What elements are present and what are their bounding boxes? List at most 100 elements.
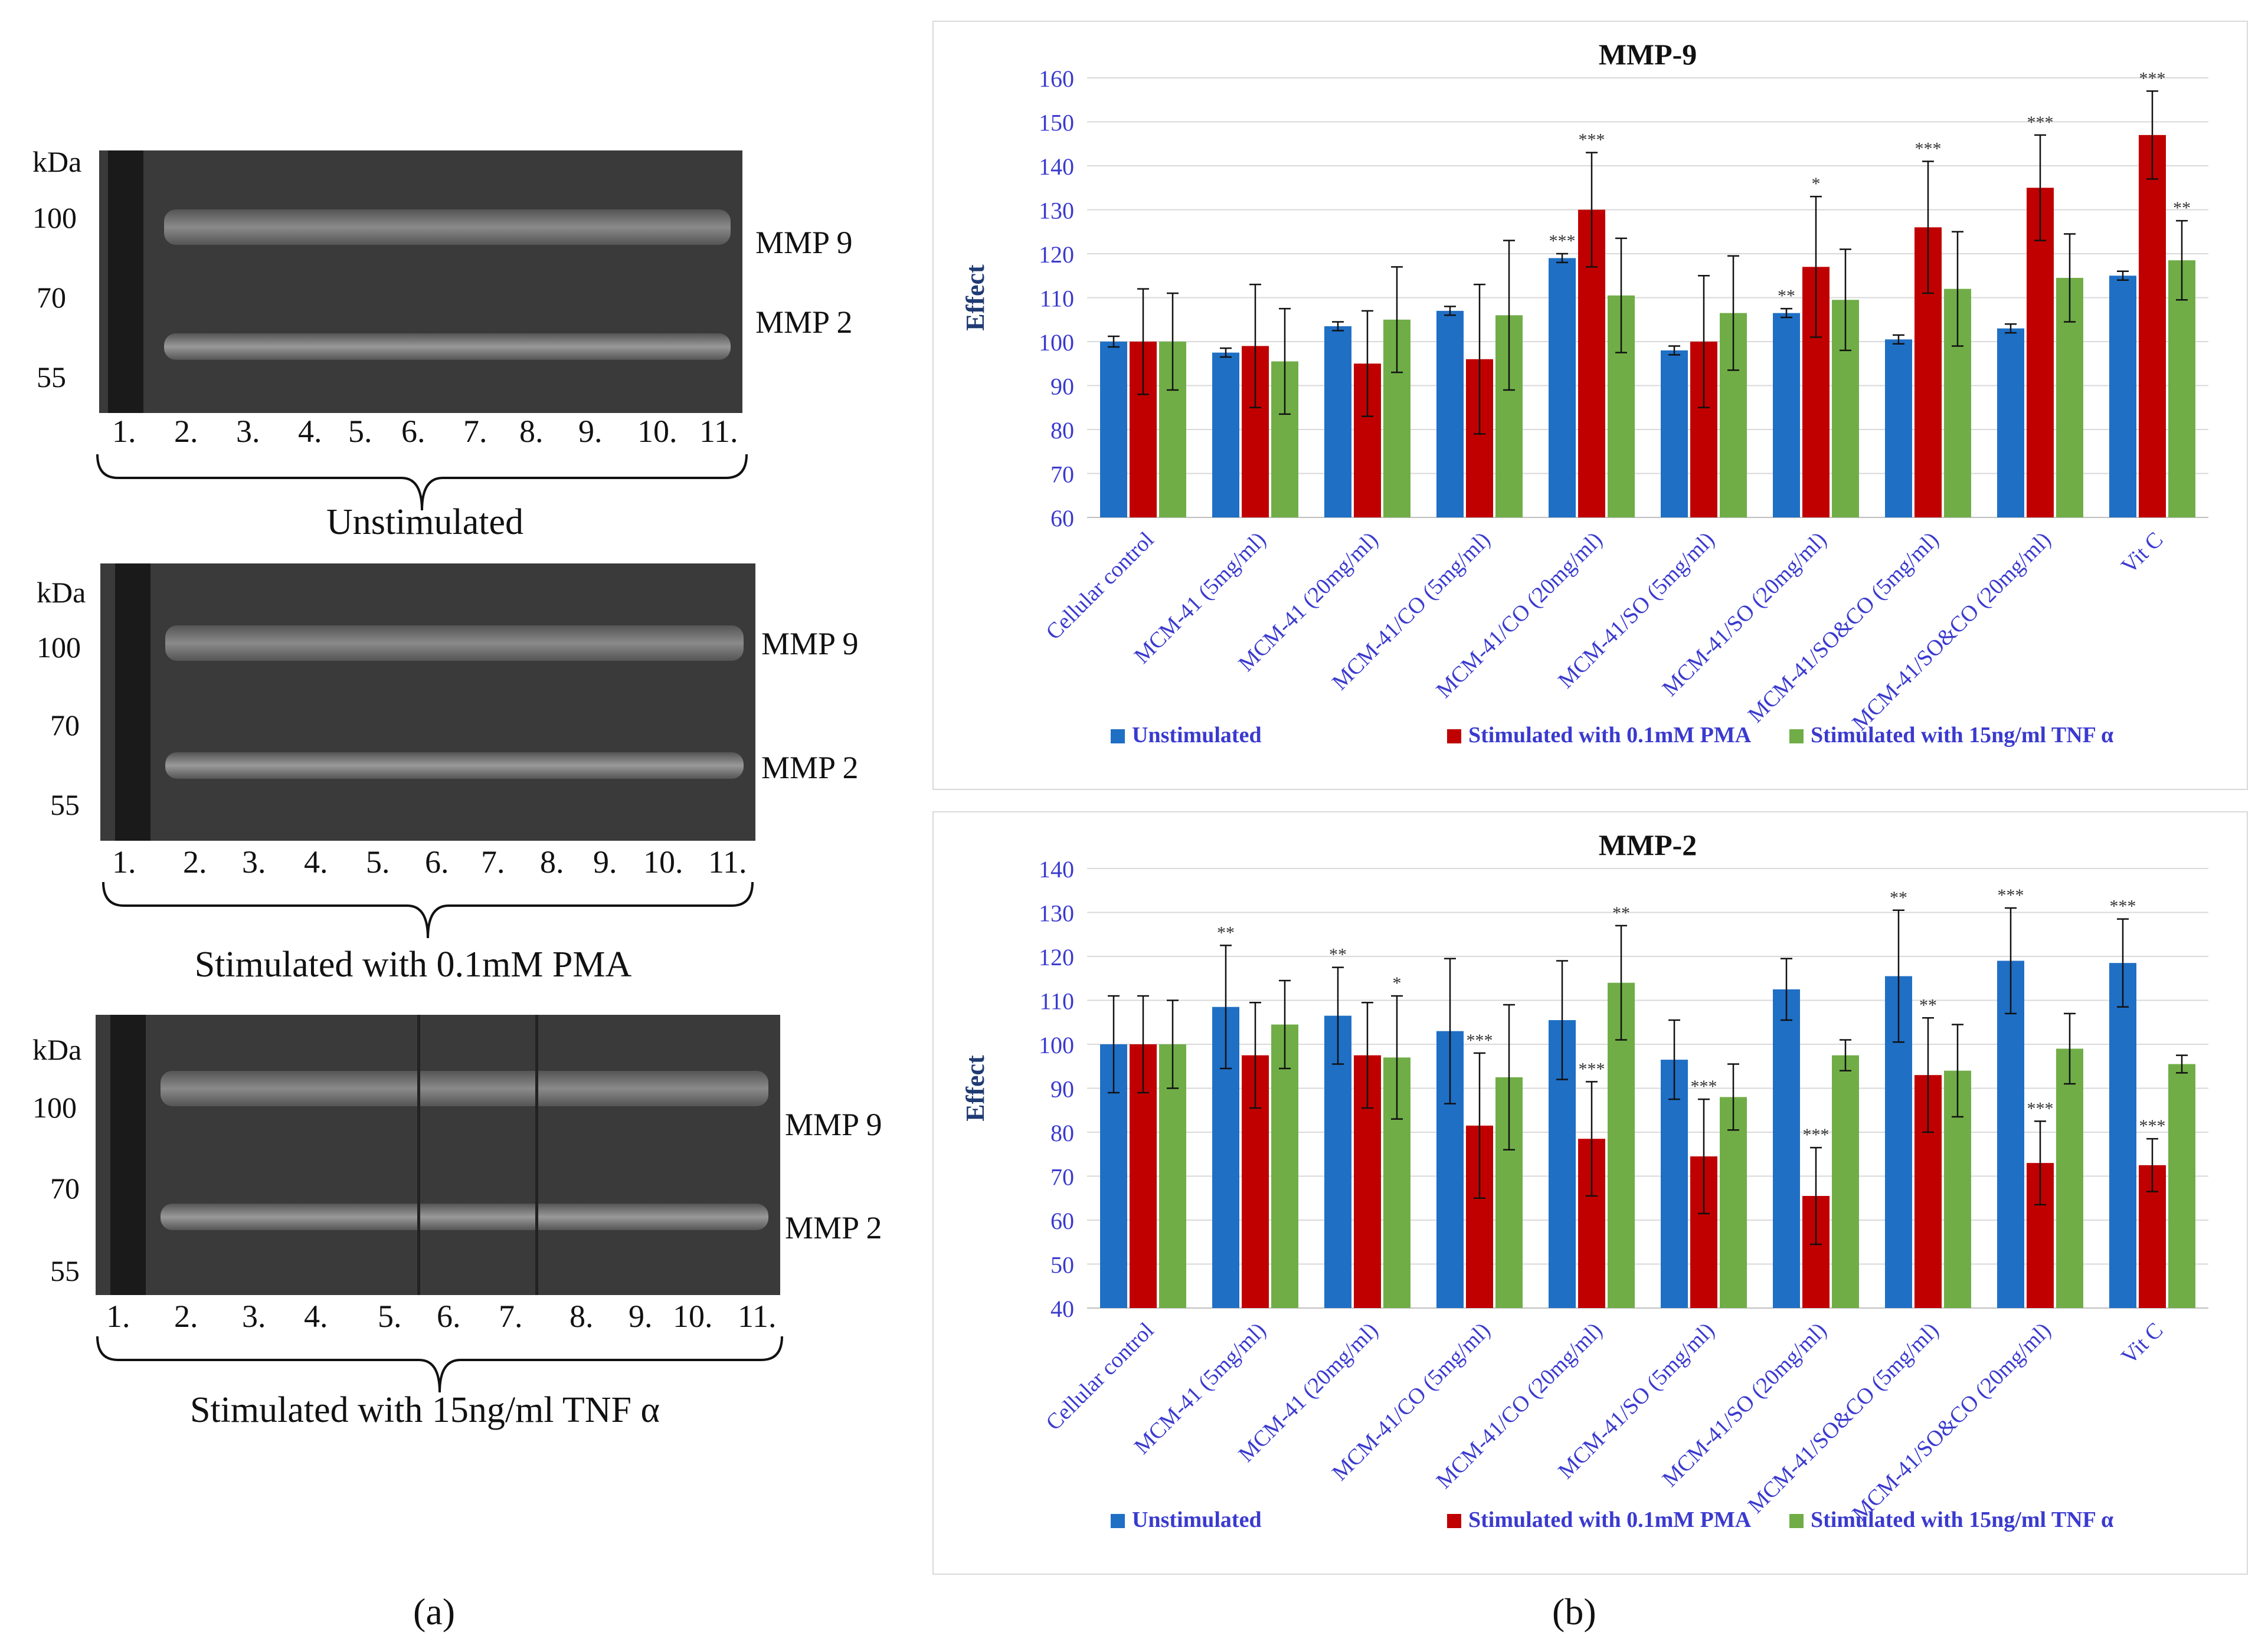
- lane-label: 11.: [708, 844, 747, 880]
- significance-label: ***: [1803, 1125, 1830, 1145]
- bar: [1997, 961, 2024, 1308]
- lane-label: 11.: [699, 414, 738, 449]
- legend-label: Stimulated with 0.1mM PMA: [1468, 723, 1752, 748]
- gel-image-pma: [100, 563, 755, 841]
- bar: [1661, 1060, 1688, 1308]
- x-tick-label: MCM-41/SO&CO (5mg/ml): [1743, 527, 1943, 727]
- lane-label: 1.: [112, 414, 136, 449]
- band-label-mmp9: MMP 9: [761, 626, 859, 661]
- legend-swatch: [1111, 1514, 1125, 1528]
- kda-title: kDa: [32, 145, 82, 178]
- band-label-mmp9: MMP 9: [785, 1107, 882, 1142]
- legend-swatch: [1447, 729, 1461, 743]
- bar: [1997, 328, 2024, 517]
- lane-label: 10.: [673, 1299, 713, 1334]
- band-label-mmp9: MMP 9: [755, 225, 853, 260]
- legend-label: Unstimulated: [1132, 1507, 1262, 1532]
- bar: [1100, 342, 1127, 517]
- significance-label: ***: [1579, 130, 1605, 150]
- lane-label: 7.: [499, 1299, 523, 1334]
- significance-label: **: [1778, 286, 1795, 306]
- lane-label: 11.: [738, 1299, 777, 1334]
- marker-55: 55: [50, 1254, 80, 1287]
- legend-swatch: [1111, 729, 1125, 743]
- lane-label: 2.: [183, 844, 207, 880]
- x-tick-label: Vit C: [2116, 527, 2168, 579]
- ladder-lane: [108, 150, 143, 413]
- bar: [2168, 260, 2195, 517]
- lane-label: 10.: [643, 844, 683, 880]
- panel-letter-a: (a): [413, 1591, 456, 1633]
- bar: [1661, 350, 1688, 517]
- y-tick-label: 70: [1050, 1164, 1074, 1191]
- x-tick-label: Cellular control: [1041, 1318, 1158, 1435]
- lane-label: 4.: [298, 414, 322, 449]
- chart-mmp2-frame: MMP-2 40 50 60 70 80 90 100 110 120 130 140 Effect Ce…: [932, 811, 2248, 1575]
- lane-label: 7.: [481, 844, 505, 880]
- chart-mmp2: MMP-2 40 50 60 70 80 90 100 110 120 130 140 Effect Ce…: [961, 828, 2208, 1532]
- y-tick-label: 120: [1039, 944, 1074, 971]
- y-tick-label: 90: [1050, 1076, 1074, 1103]
- lane-brace: [102, 881, 754, 939]
- significance-label: **: [1890, 888, 1907, 907]
- bar: [2109, 276, 2136, 517]
- band-mmp2: [165, 752, 744, 779]
- y-tick-label: 90: [1050, 373, 1074, 400]
- y-tick-label: 140: [1039, 856, 1074, 883]
- chart-mmp9-frame: MMP-9 60 70 80 90 100 110 120 130 140 150 160 Effect…: [932, 21, 2248, 790]
- significance-label: ***: [2110, 897, 2136, 916]
- x-tick-label: MCM-41/SO&CO (20mg/ml): [1847, 1318, 2056, 1526]
- gel-image-unstimulated: [99, 150, 742, 413]
- significance-label: *: [1812, 174, 1821, 194]
- significance-label: **: [1217, 923, 1235, 942]
- x-tick-label: Cellular control: [1041, 527, 1158, 645]
- panel-letter-b: (b): [1552, 1591, 1596, 1633]
- gel-caption: Unstimulated: [326, 502, 524, 542]
- lane-brace: [96, 454, 748, 511]
- marker-55: 55: [50, 788, 80, 821]
- significance-label: ***: [1915, 139, 1942, 159]
- bar: [1436, 310, 1464, 517]
- gel-splice-line: [535, 1015, 538, 1295]
- legend-swatch: [1447, 1514, 1461, 1528]
- legend-swatch: [1789, 729, 1804, 743]
- lane-label: 8.: [570, 1299, 594, 1334]
- ladder-lane: [110, 1015, 146, 1295]
- significance-label: **: [2173, 198, 2191, 218]
- band-mmp9: [165, 625, 744, 661]
- lane-label: 4.: [304, 844, 328, 880]
- lane-label: 4.: [304, 1299, 328, 1334]
- bar: [2056, 1048, 2083, 1308]
- lane-label: 5.: [378, 1299, 402, 1334]
- y-tick-label: 130: [1039, 198, 1074, 224]
- y-tick-label: 70: [1050, 461, 1074, 488]
- chart-title: MMP-9: [1599, 38, 1697, 71]
- chart-title: MMP-2: [1599, 828, 1697, 861]
- y-tick-label: 50: [1050, 1252, 1074, 1279]
- lane-label: 3.: [242, 1299, 266, 1334]
- legend-label: Stimulated with 15ng/ml TNF α: [1811, 723, 2113, 748]
- lane-label: 1.: [112, 844, 136, 880]
- y-tick-label: 80: [1050, 417, 1074, 444]
- significance-label: ***: [2139, 68, 2166, 88]
- lane-label: 9.: [593, 844, 617, 880]
- bar: [1549, 258, 1576, 517]
- bar: [2027, 188, 2054, 517]
- marker-100: 100: [32, 201, 77, 234]
- legend-label: Stimulated with 0.1mM PMA: [1468, 1507, 1752, 1532]
- band-mmp9: [161, 1071, 768, 1106]
- bar: [2139, 135, 2166, 518]
- marker-55: 55: [37, 360, 66, 394]
- bar: [1773, 313, 1800, 517]
- significance-label: ***: [1998, 886, 2024, 905]
- marker-70: 70: [50, 709, 80, 742]
- x-tick-label: MCM-41/SO&CO (5mg/ml): [1743, 1318, 1943, 1518]
- gel-caption: Stimulated with 15ng/ml TNF α: [189, 1390, 660, 1430]
- significance-label: **: [1329, 945, 1347, 965]
- lane-label: 10.: [637, 414, 678, 449]
- lane-label: 3.: [242, 844, 266, 880]
- bar: [1885, 339, 1912, 517]
- y-tick-label: 40: [1050, 1296, 1074, 1322]
- significance-label: *: [1393, 974, 1402, 993]
- bar: [1720, 1097, 1747, 1308]
